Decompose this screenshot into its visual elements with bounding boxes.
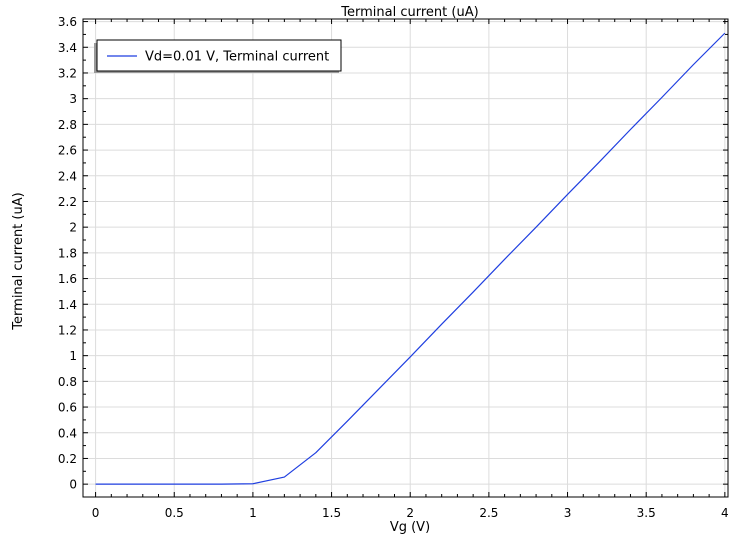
x-axis-ticks: 0 0.5 1 1.5 2 2.5 3 3.5 4	[92, 19, 729, 520]
x-tick-label: 2	[406, 506, 414, 520]
y-tick-label: 1	[69, 349, 77, 363]
y-tick-label: 2	[69, 221, 77, 235]
y-tick-label: 3.2	[58, 66, 77, 80]
y-tick-label: 0.6	[58, 401, 77, 415]
legend-label: Vd=0.01 V, Terminal current	[145, 50, 329, 65]
y-tick-label: 0.8	[58, 375, 77, 389]
x-tick-label: 0	[92, 506, 100, 520]
y-tick-label: 0.2	[58, 452, 77, 466]
x-tick-label: 0.5	[165, 506, 184, 520]
grid-lines	[83, 19, 728, 497]
y-tick-label: 2.4	[58, 169, 77, 183]
x-tick-label: 3	[564, 506, 572, 520]
y-tick-label: 3.6	[58, 15, 77, 29]
x-tick-label: 4	[721, 506, 729, 520]
x-tick-label: 3.5	[637, 506, 656, 520]
y-tick-label: 3.4	[58, 41, 77, 55]
series-group	[95, 32, 726, 485]
y-tick-label: 2.6	[58, 144, 77, 158]
y-tick-label: 1.4	[58, 298, 77, 312]
y-tick-label: 1.2	[58, 323, 77, 337]
y-axis-ticks: 0 0.2 0.4 0.6 0.8 1 1.2 1.4 1.6 1.8 2 2.2 2.4 2.6 2.8 3…	[58, 15, 728, 492]
y-tick-label: 2.8	[58, 118, 77, 132]
series-line	[95, 32, 726, 485]
x-tick-label: 1	[249, 506, 257, 520]
legend-box	[96, 39, 342, 72]
y-axis-label: Terminal current (uA)	[11, 192, 26, 330]
y-tick-label: 2.2	[58, 195, 77, 209]
chart-title: Terminal current (uA)	[340, 5, 478, 20]
x-tick-label: 1.5	[322, 506, 341, 520]
y-tick-label: 0	[69, 478, 77, 492]
y-tick-label: 1.8	[58, 246, 77, 260]
plot-frame	[82, 18, 729, 498]
legend: Vd=0.01 V, Terminal current	[94, 39, 342, 73]
y-tick-label: 3	[69, 92, 77, 106]
y-tick-label: 0.4	[58, 426, 77, 440]
x-axis-label: Vg (V)	[390, 520, 430, 535]
y-tick-label: 1.6	[58, 272, 77, 286]
x-tick-label: 2.5	[479, 506, 498, 520]
